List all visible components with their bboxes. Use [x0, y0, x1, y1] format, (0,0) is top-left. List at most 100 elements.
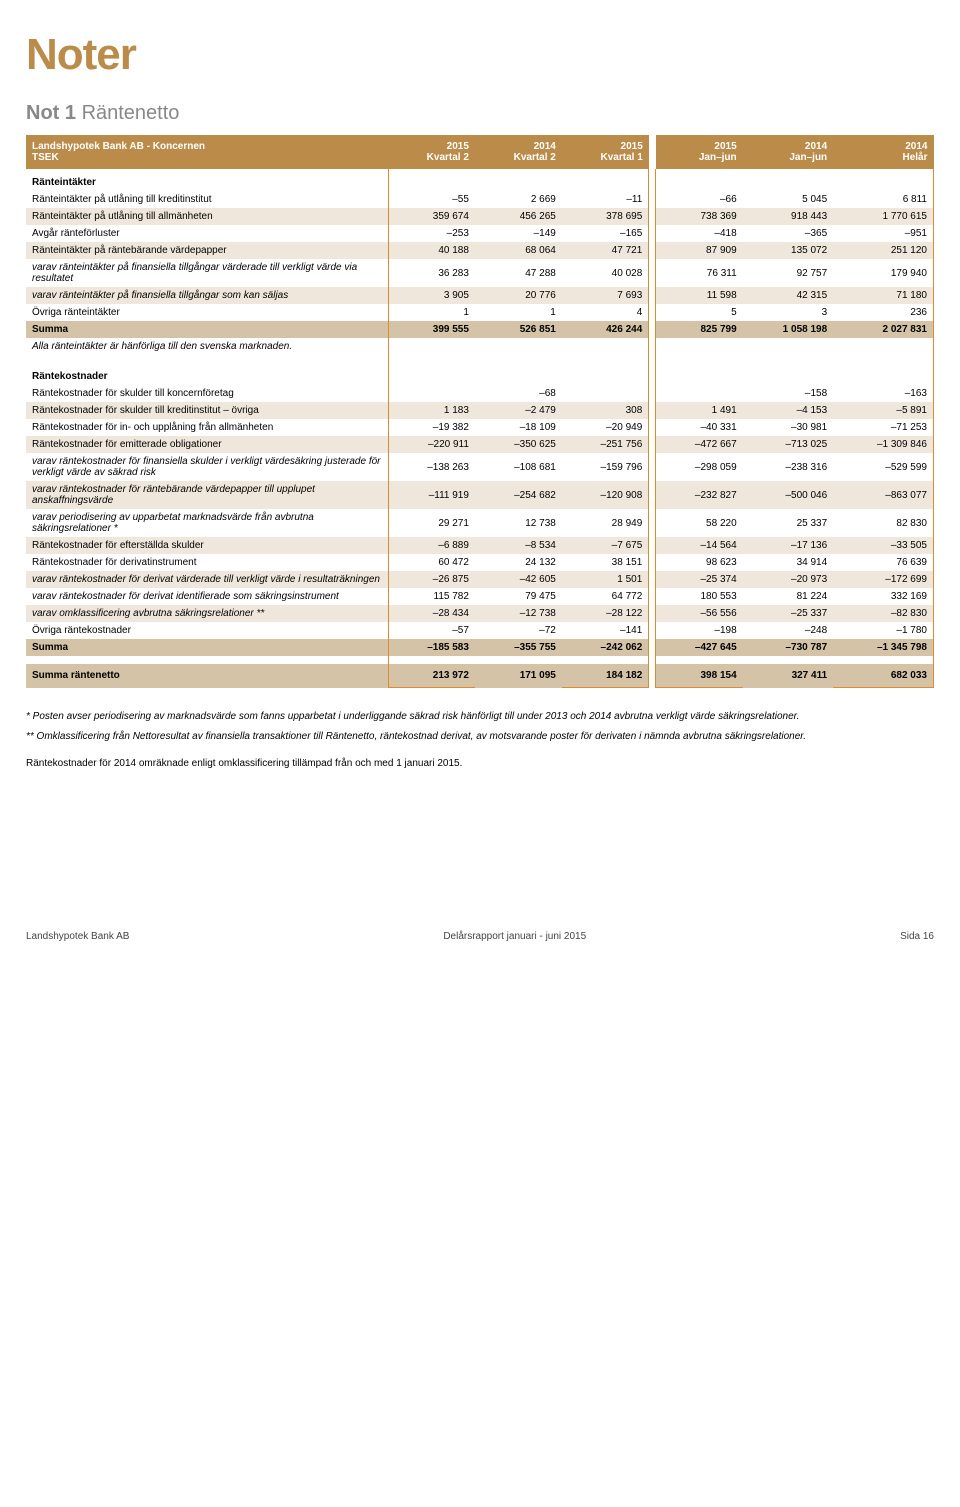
cell: –141 — [562, 622, 649, 639]
row-label: Ränteintäkter på räntebärande värdepappe… — [26, 242, 388, 259]
col-gap — [649, 242, 656, 259]
row-label: Räntekostnader för efterställda skulder — [26, 537, 388, 554]
col-gap — [649, 656, 656, 664]
cell: 42 315 — [743, 287, 834, 304]
col-gap — [649, 588, 656, 605]
cell: –68 — [475, 385, 562, 402]
cell: 135 072 — [743, 242, 834, 259]
cell: –71 253 — [833, 419, 933, 436]
cell: –355 755 — [475, 639, 562, 656]
cell: 64 772 — [562, 588, 649, 605]
row-label: Övriga ränteintäkter — [26, 304, 388, 321]
col-gap — [649, 605, 656, 622]
table-row: varav ränteintäkter på finansiella tillg… — [26, 259, 934, 287]
note-subtitle: Not 1 Räntenetto — [26, 102, 934, 125]
cell: 76 311 — [656, 259, 743, 287]
cell — [562, 355, 649, 363]
row-label: Avgår ränteförluster — [26, 225, 388, 242]
footer-left: Landshypotek Bank AB — [26, 931, 129, 942]
cell: –72 — [475, 622, 562, 639]
cell: –254 682 — [475, 481, 562, 509]
cell: 184 182 — [562, 664, 649, 688]
row-label: Ränteintäkter på utlåning till kreditins… — [26, 191, 388, 208]
cell: –253 — [388, 225, 475, 242]
col-gap — [649, 355, 656, 363]
cell: 332 169 — [833, 588, 933, 605]
cell: 398 154 — [656, 664, 743, 688]
cell: –4 153 — [743, 402, 834, 419]
cell: 12 738 — [475, 509, 562, 537]
cell: –55 — [388, 191, 475, 208]
cell: –6 889 — [388, 537, 475, 554]
cell: –248 — [743, 622, 834, 639]
cell: 87 909 — [656, 242, 743, 259]
cell — [388, 656, 475, 664]
row-label: varav omklassificering avbrutna säkrings… — [26, 605, 388, 622]
cell: –66 — [656, 191, 743, 208]
cell: 92 757 — [743, 259, 834, 287]
row-label: Räntekostnader — [26, 363, 388, 385]
col-gap — [649, 363, 656, 385]
cell: 918 443 — [743, 208, 834, 225]
cell: 251 120 — [833, 242, 933, 259]
page-footer: Landshypotek Bank AB Delårsrapport janua… — [26, 931, 934, 942]
cell: 98 623 — [656, 554, 743, 571]
cell: –730 787 — [743, 639, 834, 656]
cell: –158 — [743, 385, 834, 402]
cell: –163 — [833, 385, 933, 402]
cell: –57 — [388, 622, 475, 639]
cell: 426 244 — [562, 321, 649, 338]
cell: –165 — [562, 225, 649, 242]
table-row: Alla ränteintäkter är hänförliga till de… — [26, 338, 934, 355]
cell: 738 369 — [656, 208, 743, 225]
cell — [562, 385, 649, 402]
col-gap — [649, 338, 656, 355]
col-gap — [649, 419, 656, 436]
cell: –40 331 — [656, 419, 743, 436]
cell — [388, 385, 475, 402]
cell — [833, 363, 933, 385]
cell: –17 136 — [743, 537, 834, 554]
cell: 180 553 — [656, 588, 743, 605]
cell: –14 564 — [656, 537, 743, 554]
row-label: varav räntekostnader för finansiella sku… — [26, 453, 388, 481]
cell: 47 288 — [475, 259, 562, 287]
cell — [562, 656, 649, 664]
table-row — [26, 656, 934, 664]
cell: –25 374 — [656, 571, 743, 588]
table-row: varav räntekostnader för derivat identif… — [26, 588, 934, 605]
table-row: Räntekostnader för skulder till kreditin… — [26, 402, 934, 419]
cell: 60 472 — [388, 554, 475, 571]
cell — [388, 363, 475, 385]
col-gap — [649, 259, 656, 287]
row-label: varav ränteintäkter på finansiella tillg… — [26, 287, 388, 304]
table-row: varav ränteintäkter på finansiella tillg… — [26, 287, 934, 304]
cell: 6 811 — [833, 191, 933, 208]
table-row: Ränteintäkter på räntebärande värdepappe… — [26, 242, 934, 259]
table-row: Räntekostnader för emitterade obligation… — [26, 436, 934, 453]
cell: –529 599 — [833, 453, 933, 481]
col-gap — [649, 225, 656, 242]
cell: –472 667 — [656, 436, 743, 453]
row-label — [26, 355, 388, 363]
cell — [656, 385, 743, 402]
col-gap — [649, 509, 656, 537]
cell: 2 027 831 — [833, 321, 933, 338]
cell — [656, 338, 743, 355]
cell: 34 914 — [743, 554, 834, 571]
cell — [743, 169, 834, 191]
cell: –159 796 — [562, 453, 649, 481]
cell: 378 695 — [562, 208, 649, 225]
row-label: Alla ränteintäkter är hänförliga till de… — [26, 338, 388, 355]
row-label: Summa — [26, 321, 388, 338]
row-label: Ränteintäkter på utlåning till allmänhet… — [26, 208, 388, 225]
row-label: Räntekostnader för derivatinstrument — [26, 554, 388, 571]
footnote-1: * Posten avser periodisering av marknads… — [36, 710, 934, 724]
cell: 359 674 — [388, 208, 475, 225]
col-gap — [649, 385, 656, 402]
row-label: varav ränteintäkter på finansiella tillg… — [26, 259, 388, 287]
cell — [833, 338, 933, 355]
cell: 58 220 — [656, 509, 743, 537]
cell — [743, 656, 834, 664]
row-label: varav räntekostnader för derivat värdera… — [26, 571, 388, 588]
